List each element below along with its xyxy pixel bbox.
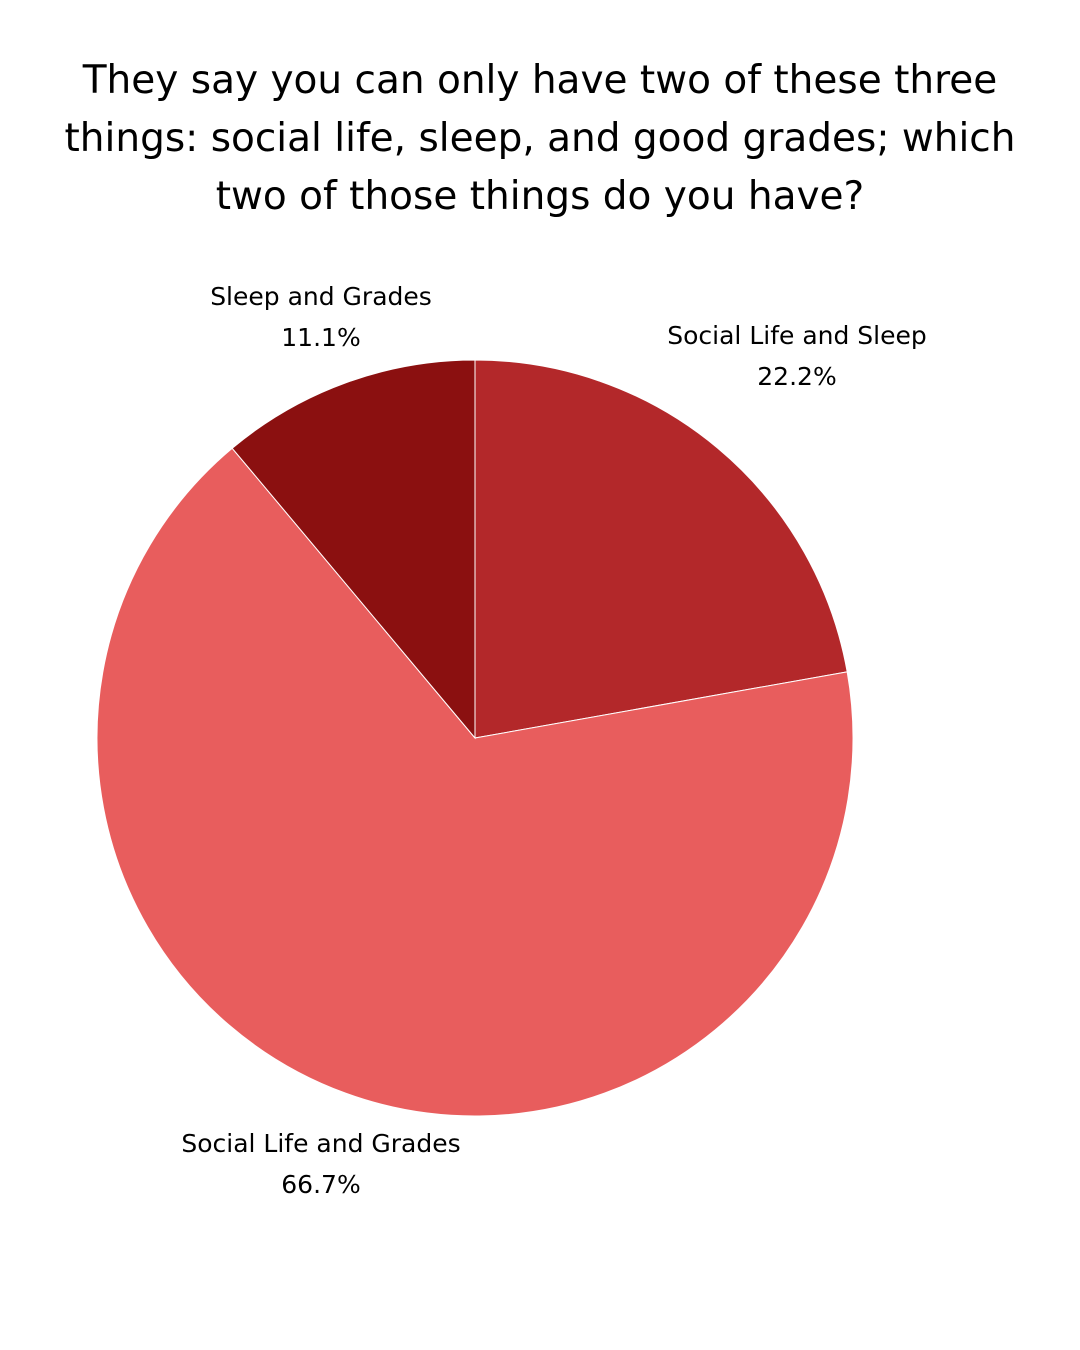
slice-label-sleep-and-grades: Sleep and Grades 11.1%: [171, 276, 471, 358]
pie-slice-social-life-and-sleep: [474, 359, 848, 739]
slice-label-name: Sleep and Grades: [210, 282, 432, 311]
chart-title: They say you can only have two of these …: [40, 52, 1040, 226]
chart-title-line: things: social life, sleep, and good gra…: [64, 116, 1016, 161]
slice-label-value: 22.2%: [757, 362, 837, 391]
slice-label-social-life-and-grades: Social Life and Grades 66.7%: [146, 1123, 496, 1205]
chart-title-line: They say you can only have two of these …: [82, 58, 998, 103]
chart-title-line: two of those things do you have?: [215, 174, 865, 219]
slice-label-name: Social Life and Sleep: [667, 321, 927, 350]
slice-label-value: 66.7%: [281, 1170, 361, 1199]
slice-label-social-life-and-sleep: Social Life and Sleep 22.2%: [622, 315, 972, 397]
slice-label-value: 11.1%: [281, 323, 361, 352]
pie-slice-social-life-and-grades: [96, 447, 854, 1117]
pie-slice-sleep-and-grades: [231, 359, 476, 740]
slice-label-name: Social Life and Grades: [181, 1129, 461, 1158]
